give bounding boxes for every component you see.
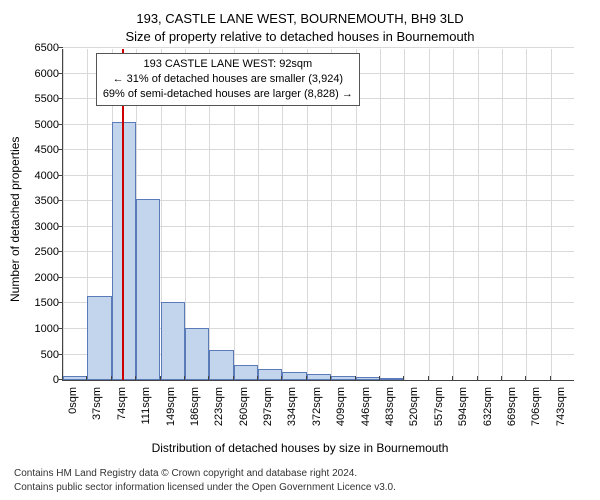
y-tick-label: 3000 [35, 221, 63, 233]
gridline-h [63, 124, 574, 125]
y-tick-label: 2500 [35, 246, 63, 258]
x-tick-mark [501, 376, 502, 381]
x-tick-label: 557sqm [433, 387, 445, 426]
annotation-line-1: 193 CASTLE LANE WEST: 92sqm [143, 58, 312, 70]
y-tick-label: 4000 [35, 170, 63, 182]
y-tick-mark [58, 47, 63, 48]
x-tick-mark [452, 376, 453, 381]
title-line-2: Size of property relative to detached ho… [125, 29, 474, 44]
y-tick-label: 6500 [35, 42, 63, 54]
x-tick-mark [160, 376, 161, 381]
x-tick-mark [330, 376, 331, 381]
gridline-h [63, 149, 574, 150]
x-axis-caption: Distribution of detached houses by size … [14, 441, 586, 455]
x-tick-mark [525, 376, 526, 381]
y-tick-label: 500 [41, 349, 63, 361]
x-tick-mark [184, 376, 185, 381]
x-tick-mark [281, 376, 282, 381]
x-tick-labels: 0sqm 37sqm 74sqm 111sqm 149sqm 186sqm 223sqm 26… [62, 381, 574, 439]
gridline-v [404, 49, 405, 380]
credit-line-1: Contains HM Land Registry data © Crown c… [14, 468, 357, 479]
annotation-line-3: 69% of semi-detached houses are larger (… [103, 88, 353, 100]
chart-page: 193, CASTLE LANE WEST, BOURNEMOUTH, BH9 … [0, 0, 600, 500]
y-tick-label: 5500 [35, 93, 63, 105]
x-tick-label: 149sqm [165, 387, 177, 426]
annotation-box: 193 CASTLE LANE WEST: 92sqm ← 31% of deta… [96, 53, 360, 106]
x-tick-mark [257, 376, 258, 381]
gridline-v [526, 49, 527, 380]
histogram-bar [136, 199, 160, 380]
histogram-bar [234, 365, 258, 380]
histogram-bar [282, 372, 306, 380]
histogram-bar [307, 374, 331, 380]
x-tick-label: 111sqm [140, 387, 152, 425]
x-tick-label: 0sqm [67, 387, 79, 414]
y-tick-label: 4500 [35, 144, 63, 156]
x-tick-label: 446sqm [360, 387, 372, 426]
credit-line-2: Contains public sector information licen… [14, 482, 396, 493]
y-tick-label: 5000 [35, 119, 63, 131]
x-tick-mark [233, 376, 234, 381]
x-tick-label: 669sqm [506, 387, 518, 426]
x-tick-label: 520sqm [408, 387, 420, 426]
x-tick-mark [428, 376, 429, 381]
x-tick-label: 409sqm [335, 387, 347, 426]
histogram-bar [331, 376, 355, 381]
x-tick-label: 594sqm [457, 387, 469, 426]
x-tick-label: 37sqm [91, 387, 103, 420]
x-tick-label: 74sqm [116, 387, 128, 420]
x-tick-label: 706sqm [530, 387, 542, 426]
gridline-h [63, 175, 574, 176]
x-tick-label: 372sqm [311, 387, 323, 426]
x-tick-mark [208, 376, 209, 381]
gridline-v [551, 49, 552, 380]
histogram-bar [161, 302, 185, 380]
x-tick-label: 743sqm [555, 387, 567, 426]
x-tick-label: 483sqm [384, 387, 396, 426]
chart-title: 193, CASTLE LANE WEST, BOURNEMOUTH, BH9 … [14, 10, 586, 45]
y-tick-label: 2000 [35, 272, 63, 284]
gridline-v [478, 49, 479, 380]
histogram-bar [380, 378, 404, 380]
x-tick-mark [111, 376, 112, 381]
histogram-bar [63, 376, 87, 380]
gridline-v [380, 49, 381, 380]
histogram-bar [258, 369, 282, 380]
x-tick-label: 632sqm [482, 387, 494, 426]
x-tick-mark [477, 376, 478, 381]
y-tick-label: 6000 [35, 68, 63, 80]
y-tick-label: 1500 [35, 297, 63, 309]
x-tick-mark [62, 376, 63, 381]
gridline-v [63, 49, 64, 380]
histogram-bar [185, 328, 209, 381]
x-tick-mark [86, 376, 87, 381]
x-tick-mark [355, 376, 356, 381]
x-tick-mark [403, 376, 404, 381]
title-line-1: 193, CASTLE LANE WEST, BOURNEMOUTH, BH9 … [136, 11, 463, 26]
y-tick-label: 3500 [35, 195, 63, 207]
histogram-bar [87, 296, 111, 380]
gridline-h [63, 47, 574, 48]
x-tick-mark [306, 376, 307, 381]
annotation-line-2: ← 31% of detached houses are smaller (3,… [113, 73, 344, 85]
gridline-v [502, 49, 503, 380]
gridline-v [429, 49, 430, 380]
x-tick-label: 260sqm [238, 387, 250, 426]
histogram-bar [209, 350, 233, 380]
x-tick-label: 186sqm [189, 387, 201, 426]
x-tick-mark [379, 376, 380, 381]
plot-area: 0500100015002000250030003500400045005000… [62, 49, 574, 381]
x-tick-label: 334sqm [286, 387, 298, 426]
credits: Contains HM Land Registry data © Crown c… [14, 467, 586, 494]
histogram-bar [356, 377, 380, 381]
y-axis-label: Number of detached properties [8, 137, 22, 302]
x-tick-mark [550, 376, 551, 381]
gridline-v [453, 49, 454, 380]
x-tick-mark [135, 376, 136, 381]
x-tick-label: 297sqm [262, 387, 274, 426]
y-tick-label: 1000 [35, 323, 63, 335]
x-tick-label: 223sqm [213, 387, 225, 426]
